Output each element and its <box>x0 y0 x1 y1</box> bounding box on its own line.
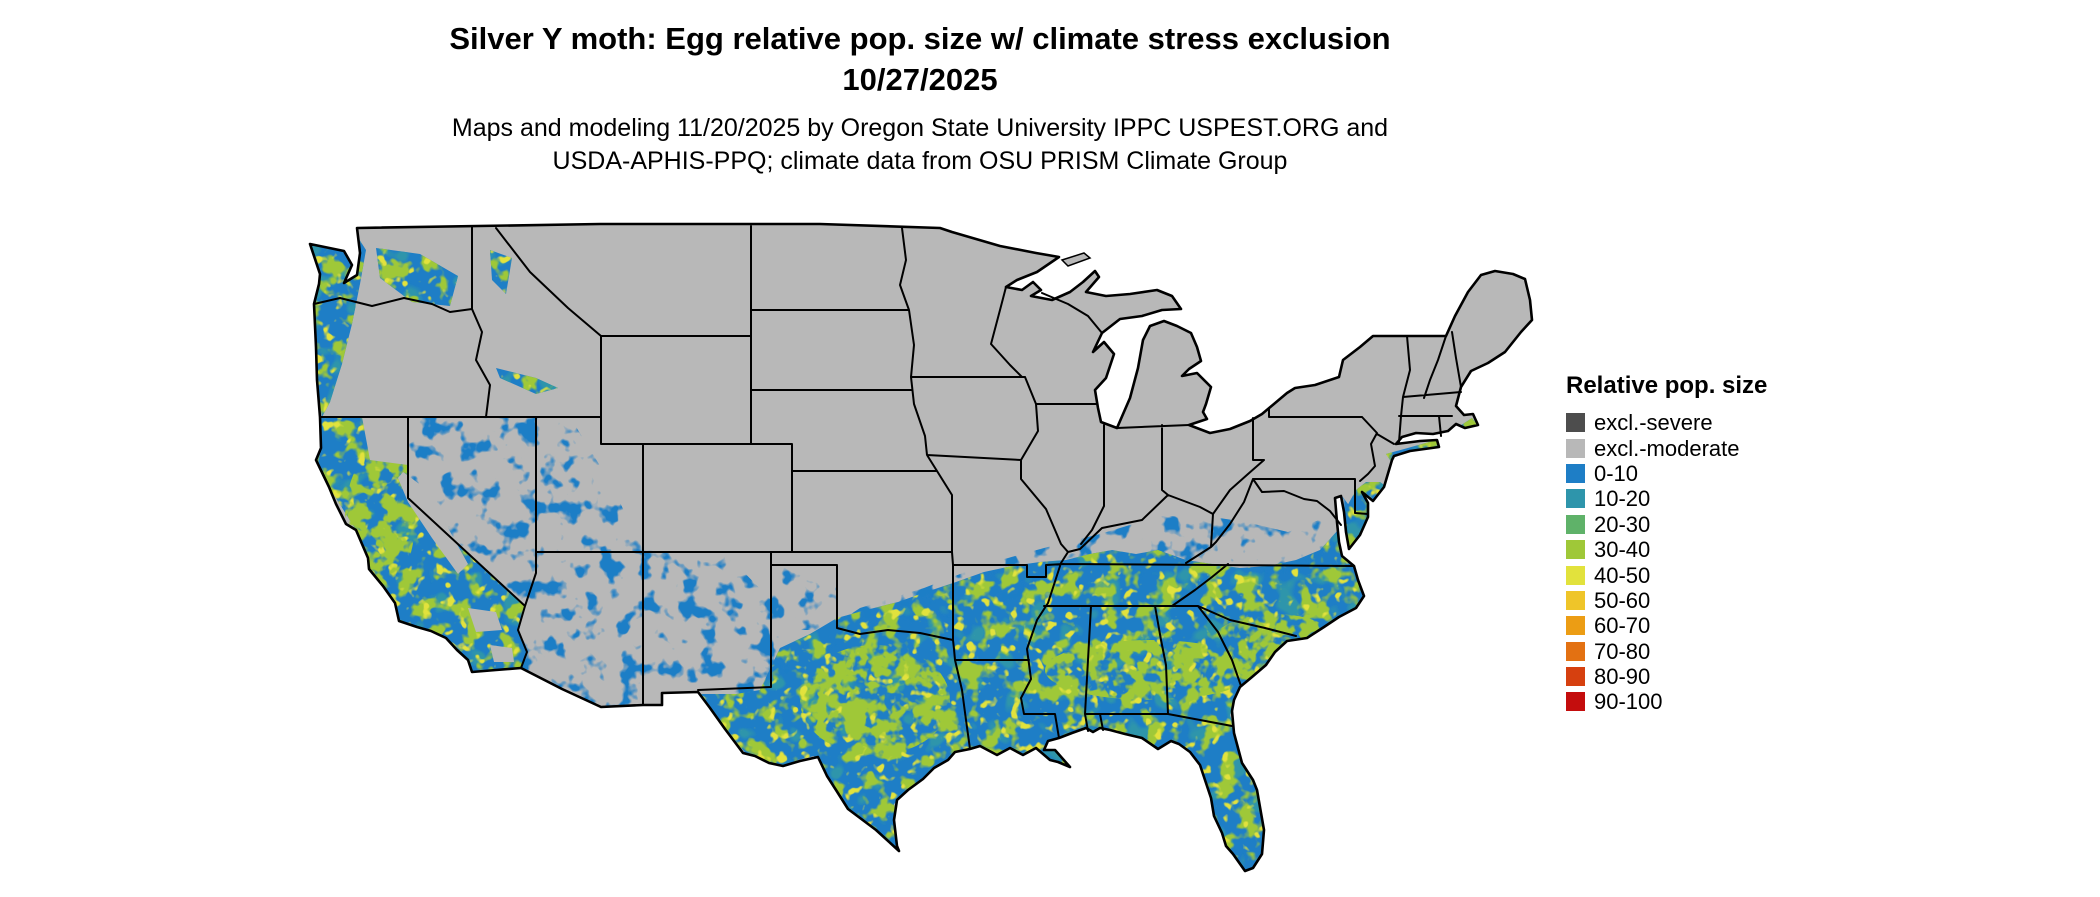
exclusion-patch-sierra <box>398 472 468 574</box>
legend-item-label: 10-20 <box>1594 486 1651 512</box>
legend-swatch <box>1566 413 1585 433</box>
legend-item: 10-20 <box>1566 486 1816 511</box>
legend-item: 20-30 <box>1566 512 1816 537</box>
legend-item-label: 0-10 <box>1594 460 1639 486</box>
legend-swatch <box>1566 438 1585 458</box>
legend-item: 80-90 <box>1566 664 1816 689</box>
exclusion-patch-mojave-1 <box>468 608 502 632</box>
legend-item: 90-100 <box>1566 689 1816 714</box>
page-title: Silver Y moth: Egg relative pop. size w/… <box>449 21 1391 56</box>
legend-swatch <box>1566 641 1585 661</box>
legend-item: 50-60 <box>1566 588 1816 613</box>
legend-item: excl.-moderate <box>1566 435 1816 461</box>
subtitle: Maps and modeling 11/20/2025 by Oregon S… <box>130 112 1710 178</box>
legend-item-label: 80-90 <box>1594 664 1651 690</box>
subtitle-line-2: USDA-APHIS-PPQ; climate data from OSU PR… <box>552 147 1288 175</box>
legend-swatch <box>1566 514 1585 534</box>
legend-swatch <box>1566 565 1585 585</box>
map-header: Silver Y moth: Egg relative pop. size w/… <box>130 18 1710 178</box>
exclusion-patch-modoc <box>362 417 408 465</box>
legend-item-label: 60-70 <box>1594 613 1651 639</box>
legend-item: 30-40 <box>1566 537 1816 562</box>
page-title-date: 10/27/2025 <box>842 62 998 97</box>
legend-item-label: 70-80 <box>1594 638 1651 664</box>
legend-swatch <box>1566 463 1585 483</box>
legend-swatch <box>1566 692 1585 712</box>
isle-royale-island <box>1060 252 1092 267</box>
legend-item-label: excl.-moderate <box>1594 435 1740 461</box>
nation-outline <box>308 222 1534 873</box>
us-map <box>308 222 1534 873</box>
us-map-container <box>300 220 1540 892</box>
legend-items: excl.-severe excl.-moderate 0-10 10-20 20-30… <box>1566 410 1816 715</box>
legend-item: 40-50 <box>1566 562 1816 588</box>
legend-item: 0-10 <box>1566 461 1816 486</box>
legend-swatch <box>1566 590 1585 610</box>
legend: Relative pop. size excl.-severe excl.-mod… <box>1566 372 1816 715</box>
state-borders <box>313 225 1462 750</box>
legend-swatch <box>1566 489 1585 509</box>
legend-swatch <box>1566 540 1585 560</box>
legend-swatch <box>1566 667 1585 687</box>
legend-item-label: 40-50 <box>1594 562 1651 588</box>
legend-item-label: 20-30 <box>1594 511 1651 537</box>
legend-swatch <box>1566 616 1585 636</box>
legend-item: 60-70 <box>1566 613 1816 638</box>
exclusion-patch-mojave-2 <box>490 645 514 662</box>
legend-item-label: 30-40 <box>1594 537 1651 563</box>
subtitle-line-1: Maps and modeling 11/20/2025 by Oregon S… <box>451 114 1389 142</box>
legend-item: excl.-severe <box>1566 410 1816 435</box>
legend-item-label: 90-100 <box>1594 689 1663 715</box>
legend-item-label: excl.-severe <box>1594 410 1713 436</box>
legend-item: 70-80 <box>1566 639 1816 664</box>
legend-item-label: 50-60 <box>1594 587 1651 613</box>
legend-title: Relative pop. size <box>1566 372 1768 399</box>
